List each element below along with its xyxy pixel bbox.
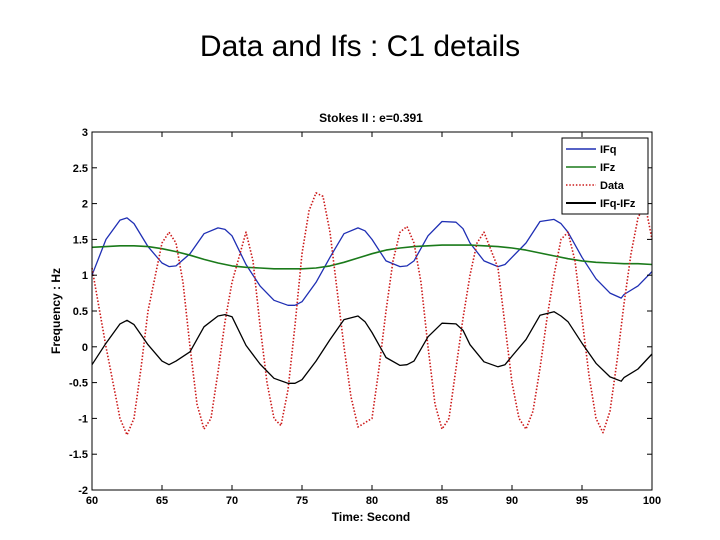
legend-label: Data [600,180,625,192]
x-tick-label: 80 [366,495,378,507]
x-tick-label: 75 [296,495,308,507]
x-tick-label: 60 [86,495,98,507]
legend: IFq IFz Data IFq-IFz [561,137,649,215]
x-tick-label: 65 [156,495,168,507]
x-tick-label: 100 [643,495,661,507]
x-tick-label: 85 [436,495,448,507]
x-tick-label: 90 [506,495,518,507]
legend-label: IFq [600,144,617,156]
legend-label: IFz [600,162,616,174]
y-tick-label: 2.5 [73,163,88,175]
x-axis-label: Time: Second [332,510,410,524]
x-tick-label: 95 [576,495,588,507]
y-tick-label: 0 [82,342,88,354]
series-line-ifq-ifz [91,311,653,384]
y-tick-label: 1.5 [73,234,88,246]
y-tick-label: -2 [78,485,88,497]
y-tick-label: -1.5 [69,449,88,461]
y-tick-label: 1 [82,270,88,282]
chart-title: Stokes II : e=0.391 [319,111,423,125]
y-axis-label: Frequency : Hz [49,268,63,354]
y-tick-label: -1 [78,413,88,425]
series-line-data [91,192,653,436]
y-tick-label: 0.5 [73,306,88,318]
legend-box [561,137,649,215]
y-tick-label: 2 [82,199,88,211]
legend-label: IFq-IFz [600,198,636,210]
series-line-ifz [91,244,653,270]
y-tick-label: 3 [82,127,88,139]
slide-title: Data and Ifs : C1 details [199,30,521,63]
y-tick-label: -0.5 [69,378,88,390]
series-line-ifq [91,217,653,306]
x-tick-label: 70 [226,495,238,507]
